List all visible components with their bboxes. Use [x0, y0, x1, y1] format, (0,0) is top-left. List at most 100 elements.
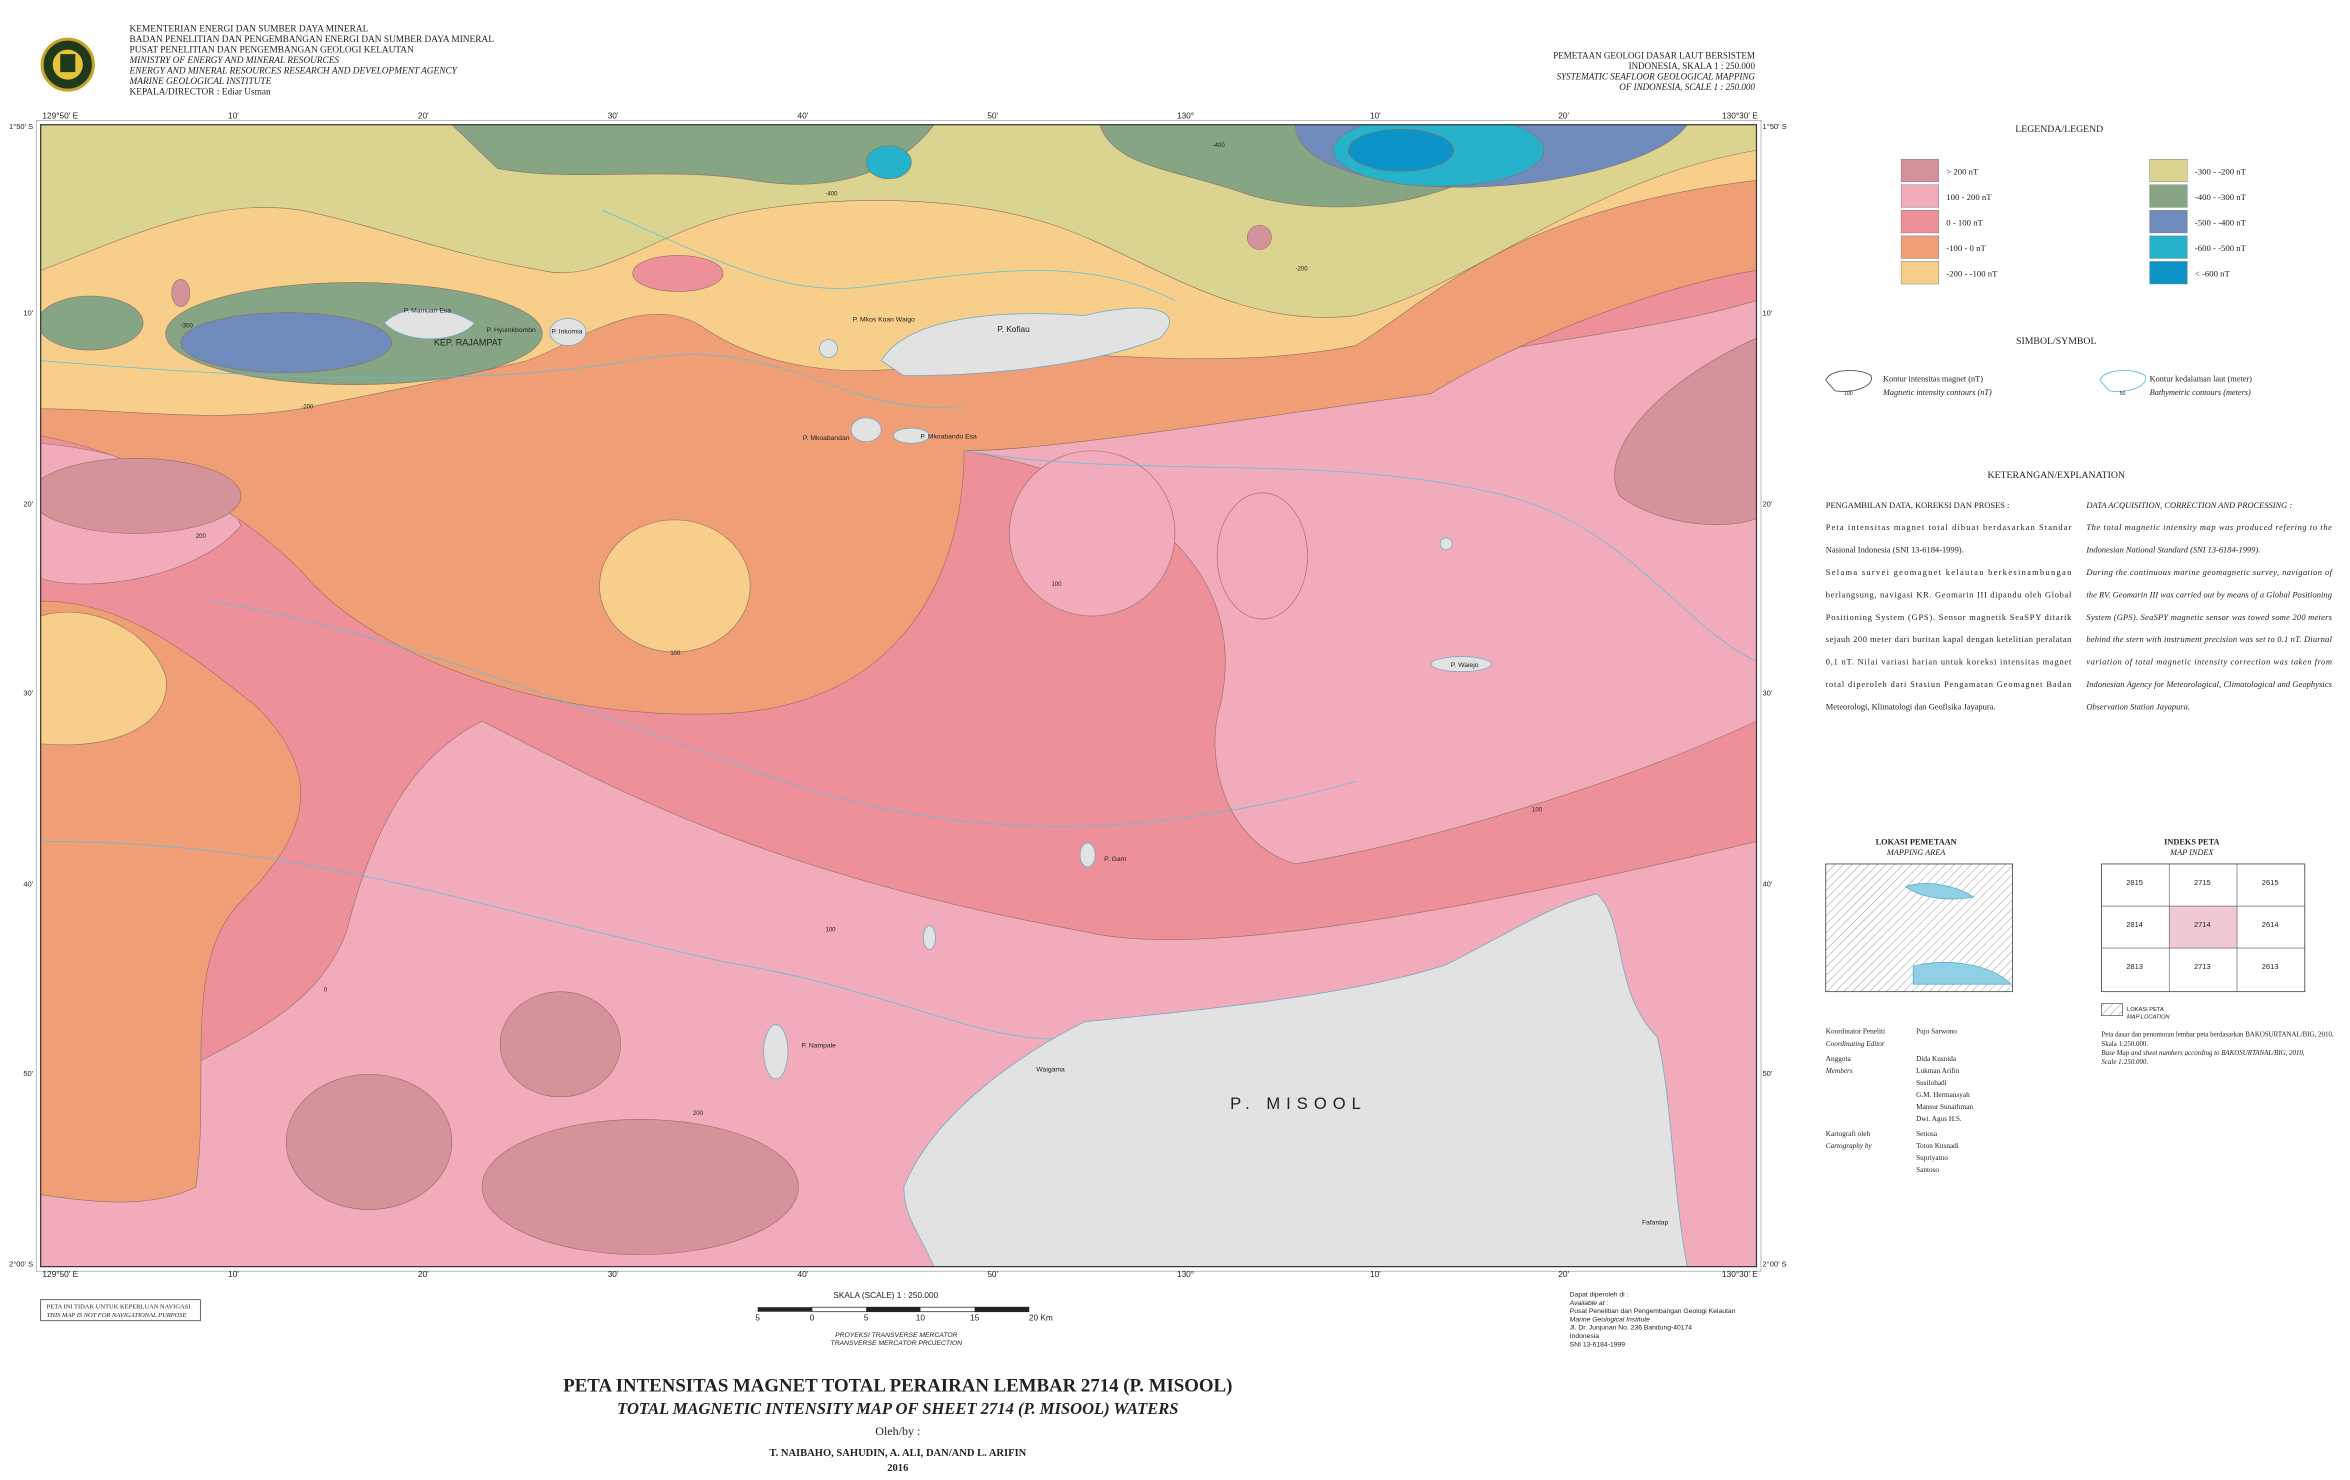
- longitude-label: 10': [1370, 112, 1381, 121]
- contour-label: -200: [301, 405, 314, 411]
- legend-swatch: [2149, 184, 2188, 208]
- credit-role: Kartografi oleh: [1826, 1130, 1871, 1138]
- index-note-en: Scale 1:250.000.: [2101, 1059, 2148, 1066]
- magnetic-zone: [40, 457, 242, 534]
- explanation-line: total diperoleh dari Stasiun Pengamatan …: [1826, 679, 2072, 689]
- magnetic-zone: [180, 312, 392, 373]
- magnetic-map: [40, 124, 1757, 1267]
- index-note: Peta dasar dan penomoran lembar peta ber…: [2101, 1032, 2333, 1039]
- explanation-line-en: Indonesian National Standard (SNI 13-618…: [2085, 545, 2260, 555]
- series-line: OF INDONESIA, SCALE 1 : 250.000: [1619, 82, 1755, 92]
- sheet-number: 2614: [2262, 920, 2279, 929]
- explanation-line-en: variation of total magnetic intensity co…: [2086, 657, 2332, 667]
- longitude-label: 130°: [1177, 112, 1194, 121]
- scale-label: SKALA (SCALE) 1 : 250.000: [833, 1291, 938, 1300]
- sheet-number: 2715: [2194, 878, 2211, 887]
- explanation-line-en: The total magnetic intensity map was pro…: [2086, 522, 2332, 532]
- credit-name: Mansur Sunarhman: [1916, 1103, 1973, 1111]
- index-key-en: MAP LOCATION: [2127, 1015, 2170, 1021]
- credit-role-en: Coordinating Editor: [1826, 1040, 1885, 1048]
- credit-name: Dwi. Agus H.S.: [1916, 1115, 1962, 1123]
- credit-role-en: Members: [1825, 1067, 1853, 1075]
- contour-label: 100: [670, 651, 681, 657]
- contour-label: -400: [1213, 143, 1226, 149]
- latitude-label: 2°00' S: [1763, 1260, 1787, 1269]
- longitude-label: 130°: [1177, 1270, 1194, 1279]
- latitude-label: 30': [23, 689, 33, 698]
- current-sheet: [2169, 906, 2238, 949]
- credit-name: Pujo Sarwono: [1916, 1028, 1957, 1036]
- magnetic-zone: [171, 279, 191, 307]
- magnetic-zone: [40, 295, 144, 351]
- island: [819, 339, 838, 358]
- explanation-line: Selama survei geomagnet kelautan berkesi…: [1826, 567, 2072, 577]
- symbol-sample-label: 100: [1844, 391, 1853, 397]
- credit-name: Santoso: [1916, 1166, 1939, 1174]
- legend-swatch: [2149, 210, 2188, 234]
- legend-swatch: [2149, 235, 2188, 259]
- symbol-sample: [1825, 370, 1872, 392]
- explanation-line-en: DATA ACQUISITION, CORRECTION AND PROCESS…: [2085, 500, 2292, 510]
- contour-label: -200: [1296, 266, 1309, 272]
- longitude-label: 30': [608, 112, 619, 121]
- latitude-label: 50': [1763, 1069, 1773, 1078]
- symbol-label: Kontur intensitas magnet (nT): [1883, 375, 1983, 384]
- place-label: P. Hyumkbombn: [487, 327, 536, 334]
- agency-line: ENERGY AND MINERAL RESOURCES RESEARCH AN…: [129, 67, 458, 77]
- longitude-label: 20': [418, 1270, 429, 1279]
- place-label: P. Mkos Koan Waigo: [853, 317, 915, 324]
- legend-swatch: [2149, 159, 2188, 183]
- legend-swatch: [1900, 184, 1939, 208]
- explanation-line-en: System (GPS). SeaSPY magnetic sensor was…: [2086, 612, 2332, 622]
- map-title: PETA INTENSITAS MAGNET TOTAL PERAIRAN LE…: [563, 1375, 1232, 1396]
- contour-label: -300: [181, 324, 194, 330]
- longitude-label: 130°30' E: [1722, 112, 1758, 121]
- island: [892, 427, 930, 444]
- legend-label: -400 - -300 nT: [2195, 192, 2247, 202]
- explanation-line: Meteorologi, Klimatologi dan Geofisika J…: [1826, 701, 1996, 711]
- magnetic-zone: [632, 255, 724, 292]
- scale-bar-label: 10: [916, 1314, 926, 1323]
- agency-line: KEPALA/DIRECTOR : Ediar Usman: [130, 88, 272, 98]
- place-label: P. MISOOL: [1230, 1094, 1367, 1113]
- latitude-label: 40': [1763, 880, 1773, 889]
- longitude-label: 129°50' E: [42, 1270, 78, 1279]
- map-subtitle: TOTAL MAGNETIC INTENSITY MAP OF SHEET 27…: [617, 1399, 1178, 1418]
- inset-title-en: MAP INDEX: [2169, 848, 2214, 857]
- magnetic-zone: [1614, 337, 1757, 525]
- place-label: P. Waiejo: [1451, 662, 1479, 669]
- legend-label: -300 - -200 nT: [2195, 166, 2247, 176]
- credit-name: Susilohadi: [1916, 1079, 1947, 1087]
- latitude-label: 1°50' S: [1763, 122, 1787, 131]
- place-label: P. Kofiau: [997, 325, 1030, 334]
- island: [923, 925, 936, 950]
- inset-title-en: MAPPING AREA: [1886, 848, 1946, 857]
- navigation-note: PETA INI TIDAK UNTUK KEPERLUAN NAVIGASI: [47, 1304, 191, 1311]
- projection-en: TRANSVERSE MERCATOR PROJECTION: [831, 1340, 963, 1347]
- magnetic-zone: [1008, 450, 1176, 617]
- magnetic-zone: [285, 1074, 453, 1210]
- magnetic-zone: [481, 1119, 799, 1255]
- explanation-line-en: behind the stern with instrument precisi…: [2086, 634, 2332, 644]
- index-key: LOKASI PETA: [2127, 1007, 2164, 1013]
- explanation-line: Nasional Indonesia (SNI 13-6184-1999).: [1826, 545, 1964, 555]
- latitude-label: 20': [23, 499, 33, 508]
- explanation-line: Positioning System (GPS). Sensor magneti…: [1826, 612, 2072, 622]
- year: 2016: [887, 1463, 908, 1474]
- place-label: Waigama: [1036, 1066, 1065, 1073]
- latitude-label: 2°00' S: [9, 1260, 33, 1269]
- longitude-label: 50': [987, 112, 998, 121]
- series-line: SYSTEMATIC SEAFLOOR GEOLOGICAL MAPPING: [1557, 72, 1756, 82]
- index-note-en: Base Map and sheet numbers according to …: [2101, 1050, 2304, 1057]
- explanation-line: sejauh 200 meter dari buritan kapal deng…: [1826, 634, 2072, 644]
- credit-name: Dida Kusnida: [1916, 1055, 1957, 1063]
- place-label: P. Mkoabandan: [803, 435, 850, 442]
- latitude-label: 30': [1763, 689, 1773, 698]
- legend-title: LEGENDA/LEGEND: [2015, 124, 2103, 135]
- availability-line: Jl. Dr. Junjunan No. 236 Bandung-40174: [1570, 1325, 1693, 1332]
- sheet-number: 2815: [2126, 878, 2143, 887]
- by-line: Oleh/by :: [875, 1424, 920, 1438]
- latitude-label: 20': [1763, 499, 1773, 508]
- latitude-label: 50': [23, 1069, 33, 1078]
- agency-line: BADAN PENELITIAN DAN PENGEMBANGAN ENERGI…: [130, 35, 495, 45]
